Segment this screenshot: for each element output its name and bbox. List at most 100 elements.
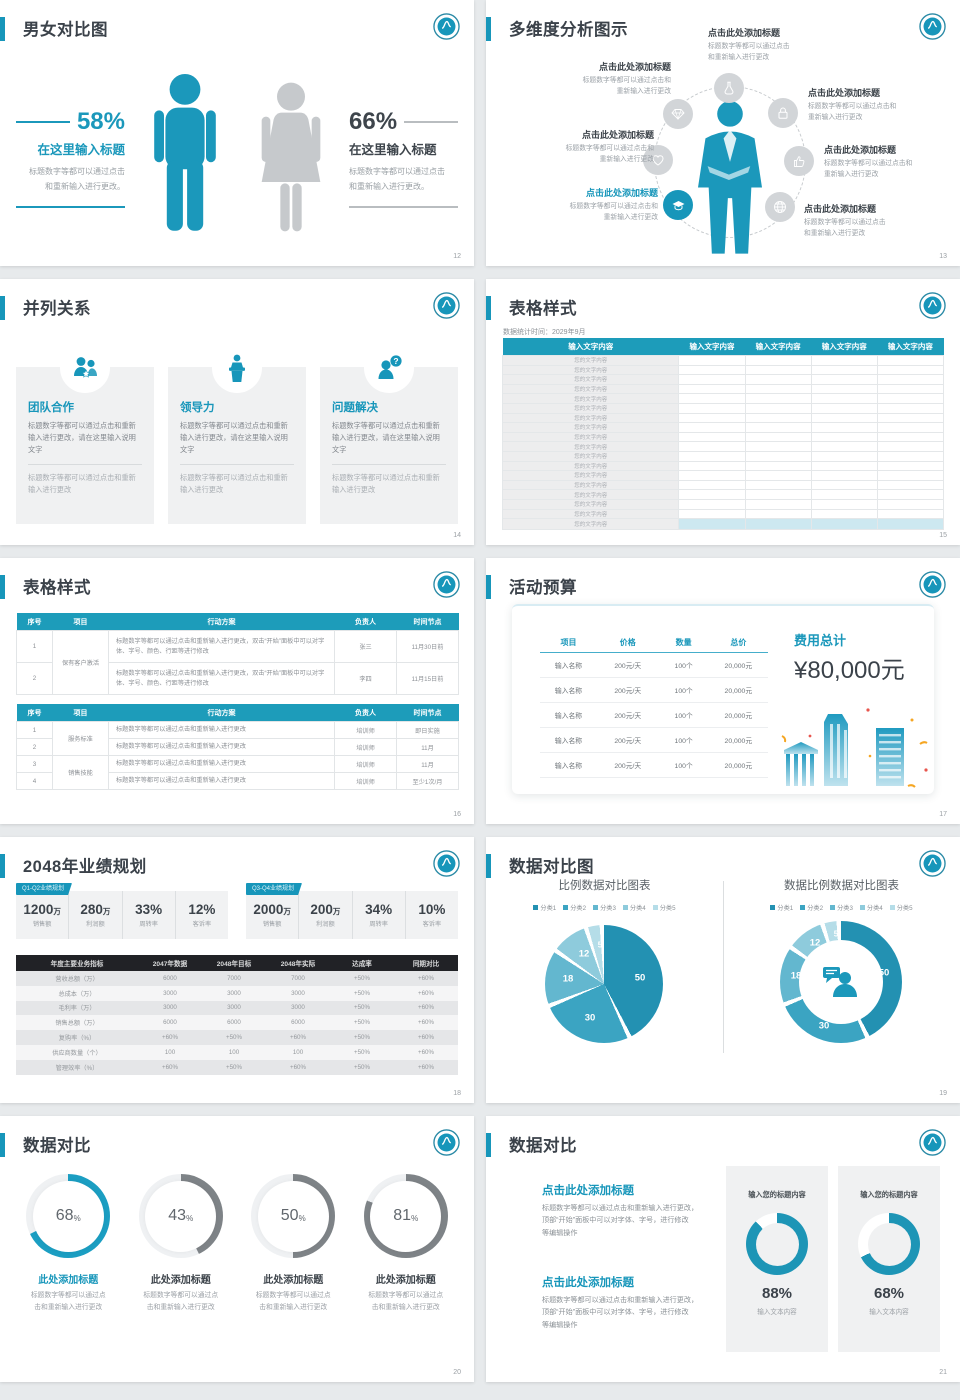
- problem-solving-icon: ?: [364, 343, 414, 393]
- page-number: 12: [453, 253, 461, 260]
- slide-16-thumbnail[interactable]: 表格样式 序号 项目 行动方案 负责人 时间节点 1 保有客户激活 标题数字等都可以通过点击…: [0, 558, 474, 824]
- slide-12-thumbnail[interactable]: 男女对比图 58% 在这里输入标题 标题数字等都可以通过点击 和重新输入进行更改。: [0, 0, 474, 266]
- flask-icon: [714, 73, 744, 103]
- table-row: 您的文字内容: [501, 470, 945, 481]
- school-logo-icon: [433, 292, 460, 319]
- card-teamwork: 团队合作 标题数字等都可以通过点击和重新输入进行更改，请在这里输入说明文字 标题…: [16, 343, 154, 524]
- school-logo-icon: [919, 13, 946, 40]
- pie-legend: 分类1 分类2 分类3 分类4 分类5: [486, 903, 723, 912]
- ring-body: 标题数字等都可以通过点 击和重新输入进行更改: [143, 1292, 219, 1311]
- slide-21-thumbnail[interactable]: 数据对比 点击此处添加标题 标题数字等都可以通过点击和重新输入进行更改， 顶部“开…: [486, 1116, 960, 1382]
- slide-14-thumbnail[interactable]: 并列关系 团队合作 标题数字等都可以通过点击和重新输入进行更改，请在这里输入说明…: [0, 279, 474, 545]
- page-number: 13: [939, 253, 947, 260]
- page-number: 14: [453, 532, 461, 539]
- slide-20-thumbnail[interactable]: 数据对比 68% 此处添加标题 标题数字等都可以通过点 击和重新输入进行更改 43…: [0, 1116, 474, 1382]
- stat: 2000万 销售额: [246, 891, 300, 939]
- school-logo-icon: [433, 13, 460, 40]
- slide-18-thumbnail[interactable]: 2048年业绩规划 Q1-Q2业绩规划 1200万 销售额 280万 利润额 33% 周转…: [0, 837, 474, 1103]
- page-number: 21: [939, 1369, 947, 1376]
- female-body-line2: 和重新输入进行更改。: [349, 181, 429, 191]
- slide-15-thumbnail[interactable]: 表格样式 数据统计时间：2029年9月 输入文字内容 输入文字内容 输入文字内容 输入…: [486, 279, 960, 545]
- divider: [28, 463, 142, 465]
- ring-group: 50% 此处添加标题 标题数字等都可以通过点 击和重新输入进行更改: [237, 1174, 350, 1313]
- table-header-row: 输入文字内容 输入文字内容 输入文字内容 输入文字内容 输入文字内容: [502, 338, 944, 356]
- pie-chart: 50 30 18 12 5: [545, 925, 663, 1043]
- female-figure-icon: [261, 82, 321, 232]
- female-stat-block: 66% 在这里输入标题 标题数字等都可以通过点击 和重新输入进行更改。: [349, 108, 458, 208]
- slide-title: 男女对比图: [23, 21, 108, 39]
- table-row: 您的文字内容: [501, 364, 945, 376]
- ring-chart: 81%: [363, 1174, 448, 1258]
- table-row: 您的文字内容: [501, 450, 945, 462]
- table-row: 您的文字内容: [501, 508, 945, 520]
- card-heading: 问题解决: [332, 402, 378, 414]
- total-cost-label: 费用总计: [794, 633, 847, 648]
- person-chat-icon: [780, 921, 902, 1043]
- stat: 33% 周转率: [123, 891, 176, 939]
- table-row: 您的文字内容: [501, 489, 945, 500]
- businessman-silhouette: [698, 101, 762, 254]
- donut-stat-card: 输入您的标题内容 88% 输入文本内容: [726, 1166, 828, 1352]
- stat: 1200万 销售额: [16, 891, 70, 939]
- stat: 12% 客诉率: [188, 902, 216, 928]
- title-accent-bar: [486, 575, 491, 599]
- table-row: 输入名称 200元/天 100个 20,000元: [540, 652, 768, 678]
- donut-chart: [858, 1213, 920, 1275]
- ring-body: 标题数字等都可以通过点 击和重新输入进行更改: [368, 1292, 444, 1311]
- male-body-line1: 标题数字等都可以通过点击: [29, 167, 125, 177]
- title-accent-bar: [486, 17, 491, 41]
- divider: [404, 121, 458, 124]
- ring-heading: 此处添加标题: [150, 1275, 211, 1286]
- table-row: 您的文字内容: [501, 518, 945, 531]
- parallel-cards: 团队合作 标题数字等都可以通过点击和重新输入进行更改，请在这里输入说明文字 标题…: [16, 343, 458, 524]
- gender-figures: [139, 74, 335, 242]
- heart-icon: [643, 145, 673, 175]
- text-section: 点击此处添加标题 标题数字等都可以通过点击和重新输入进行更改， 顶部“开始”面板中…: [542, 1185, 699, 1237]
- title-accent-bar: [0, 17, 5, 41]
- action-plan-table-1: 序号 项目 行动方案 负责人 时间节点 1 保有客户激活 标题数字等都可以通过点击和重新输入…: [16, 613, 459, 695]
- ring-group: 43% 此处添加标题 标题数字等都可以通过点 击和重新输入进行更改: [125, 1174, 238, 1313]
- callout: 点击此处添加标题标题数字等都可以通过点击和重新输入进行更改: [804, 204, 886, 238]
- lock-icon: [768, 98, 798, 128]
- ring-chart: 68%: [26, 1174, 111, 1258]
- school-logo-icon: [919, 850, 946, 877]
- school-logo-icon: [433, 850, 460, 877]
- female-heading: 在这里输入标题: [349, 143, 437, 158]
- graduation-cap-icon: [663, 190, 693, 220]
- slide-title: 表格样式: [23, 579, 91, 597]
- stat: 10% 客诉率: [418, 902, 446, 928]
- leadership-icon: [212, 343, 262, 393]
- callout: 点击此处添加标题标题数字等都可以通过点击和重新输入进行更改: [808, 88, 897, 122]
- card-body-secondary: 标题数字等都可以通过点击和重新输入进行更改: [28, 472, 136, 494]
- page-number: 19: [939, 1090, 947, 1097]
- slide-19-thumbnail[interactable]: 数据对比图 比例数据对比图表 分类1 分类2 分类3 分类4 分类5 50 30…: [486, 837, 960, 1103]
- slide-title: 活动预算: [509, 579, 577, 597]
- q3-q4-stats-panel: Q3-Q4业绩规划 2000万 销售额 200万 利润额 34% 周转率 10% 客诉率: [246, 883, 458, 939]
- callout: 点击此处添加标题标题数字等都可以通过点击和重新输入进行更改: [824, 145, 913, 179]
- text-section: 点击此处添加标题 标题数字等都可以通过点击和重新输入进行更改， 顶部“开始”面板中…: [542, 1277, 699, 1329]
- globe-icon: [765, 192, 795, 222]
- slide-title: 数据对比: [23, 1137, 91, 1155]
- slide-17-thumbnail[interactable]: 活动预算 项目 价格 数量 总价 输入名称 200元/天 100个 20,000元 输入名称 2…: [486, 558, 960, 824]
- school-logo-icon: [433, 571, 460, 598]
- slide-13-thumbnail[interactable]: 多维度分析图示 点击此处添加标题 标题数字等都可以通过点击 和重新输入进行更改 点击…: [486, 0, 960, 266]
- data-timestamp: 数据统计时间：2029年9月: [503, 329, 586, 336]
- stat: 200万 利润额: [299, 891, 353, 939]
- ring-chart: 43%: [138, 1174, 223, 1258]
- callout: 点击此处添加标题标题数字等都可以通过点击和重新输入进行更改: [565, 130, 654, 164]
- card-heading: 团队合作: [28, 402, 74, 414]
- school-logo-icon: [919, 292, 946, 319]
- female-body-line1: 标题数字等都可以通过点击: [349, 167, 445, 177]
- table-row: 您的文字内容: [501, 374, 945, 385]
- donut-stat-card: 输入您的标题内容 68% 输入文本内容: [838, 1166, 940, 1352]
- school-logo-icon: [919, 571, 946, 598]
- thumbs-up-icon: [784, 146, 814, 176]
- progress-rings: 68% 此处添加标题 标题数字等都可以通过点 击和重新输入进行更改 43% 此处添…: [12, 1174, 462, 1313]
- table-row: 供应商数量（个） 100 100 100 +50% +60%: [16, 1044, 458, 1060]
- page-number: 16: [453, 811, 461, 818]
- table-row: 您的文字内容: [501, 460, 945, 472]
- slide-title: 数据对比图: [509, 858, 594, 876]
- slide-title: 多维度分析图示: [509, 21, 628, 39]
- budget-table: 项目 价格 数量 总价 输入名称 200元/天 100个 20,000元 输入名称 200元/天…: [540, 632, 768, 778]
- ring-heading: 此处添加标题: [375, 1275, 436, 1286]
